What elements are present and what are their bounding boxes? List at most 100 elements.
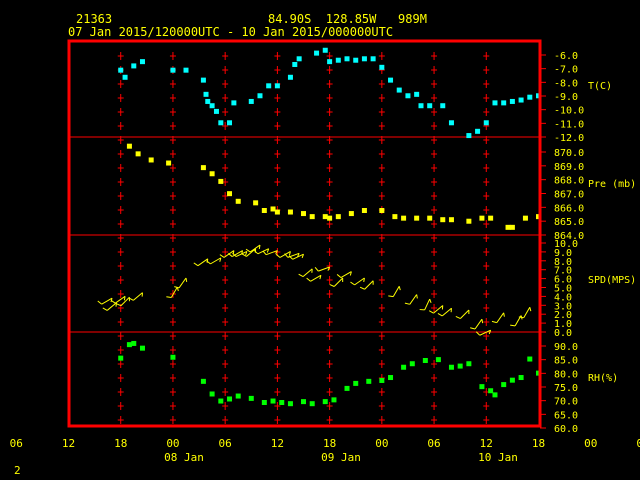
station-location: 84.90S 128.85W 989M [268,12,427,26]
pressure-point [392,214,398,220]
y-tick-label: 9.0 [554,248,572,259]
barb-shaft [392,285,400,297]
y-tick-label: 864.0 [554,231,584,242]
barb-flag [388,295,394,298]
temperature-point [218,120,224,126]
y-tick-label: -10.0 [554,106,584,117]
barb-flag [128,297,134,301]
y-tick-label: 868.0 [554,176,584,187]
barb-shaft [474,318,483,330]
pressure-point [322,214,328,220]
rh-point [401,364,407,370]
temperature-point [388,77,394,83]
temperature-point [118,67,124,73]
x-tick-label: 18 [532,437,545,450]
temperature-point [122,74,128,80]
rh-point [422,357,428,363]
temperature-point [266,83,272,89]
rh-point [331,397,337,403]
temperature-point [414,91,420,97]
x-tick-label: 06 [10,437,23,450]
temperature-point [203,91,209,97]
x-tick-label: 12 [271,437,284,450]
barb-head [185,277,188,283]
temperature-point [448,120,454,126]
barb-shaft [460,309,470,319]
barb-shaft [433,305,444,314]
barb-flag [193,262,199,267]
temperature-point [353,57,359,63]
rh-point [509,377,515,383]
barb-shaft [441,307,452,317]
pressure-point [448,217,454,223]
temperature-point [209,103,215,109]
temperature-point [170,67,176,73]
temperature-point [274,83,280,89]
rh-point [287,401,293,407]
x-tick-label: 18 [323,437,336,450]
pressure-point [466,218,472,224]
barb-head [327,266,331,271]
wind-barb [388,285,401,298]
wind-barb [128,292,143,301]
day-label: 09 Jan [321,451,361,464]
wind-barb [491,312,505,324]
pressure-point [414,215,420,221]
barb-shaft [302,268,313,277]
barb-flag [227,253,233,257]
pressure-point [270,206,276,212]
time-guide [483,52,490,424]
time-guide [378,52,385,424]
rh-point [126,342,132,348]
temperature-point [213,108,219,114]
temperature-point [518,97,524,103]
rh-point [353,380,359,386]
rh-point [518,375,524,381]
temperature-point [183,67,189,73]
pressure-point [148,157,154,163]
barb-flag [166,296,172,299]
barb-shaft [120,296,130,307]
barb-shaft [178,277,187,289]
barb-flag [232,252,237,257]
rh-point [409,361,415,367]
barb-head [349,271,352,276]
pressure-point [135,151,141,157]
barb-flag [518,316,524,319]
wind-barb [288,253,304,260]
barb-flag [470,327,476,330]
y-tick-label: -6.0 [554,51,578,62]
rh-point [435,357,441,363]
rh-point [366,378,372,384]
y-tick-label: 867.0 [554,190,584,201]
barb-flag [288,255,293,260]
x-tick-label: 00 [166,437,179,450]
temperature-point [314,50,320,56]
wind-barb [206,257,222,265]
pressure-point [348,211,354,217]
pressure-point [218,178,224,184]
time-range: 07 Jan 2015/120000UTC - 10 Jan 2015/0000… [68,25,394,39]
barb-flag [284,253,289,258]
y-tick-label: 1.0 [554,319,572,330]
y-tick-label: 75.0 [554,383,578,394]
day-label: 10 Jan [478,451,518,464]
wind-barb [102,302,117,311]
y-tick-label: 60.0 [554,424,578,435]
barb-shaft [235,251,248,257]
rh-point [457,363,463,369]
y-tick-label: 866.0 [554,203,584,214]
pressure-point [361,208,367,213]
rh-point [200,378,206,384]
temperature-point [205,98,211,104]
pressure-point [479,215,485,221]
pressure-point [301,211,306,217]
wind-barb [419,298,432,311]
temperature-point [509,98,515,104]
rh-point [527,356,533,362]
barb-flag [336,274,342,278]
pressure-point [253,200,259,206]
axis-label: RH(%) [588,373,618,384]
pressure-point [126,143,132,149]
rh-point [488,388,494,394]
